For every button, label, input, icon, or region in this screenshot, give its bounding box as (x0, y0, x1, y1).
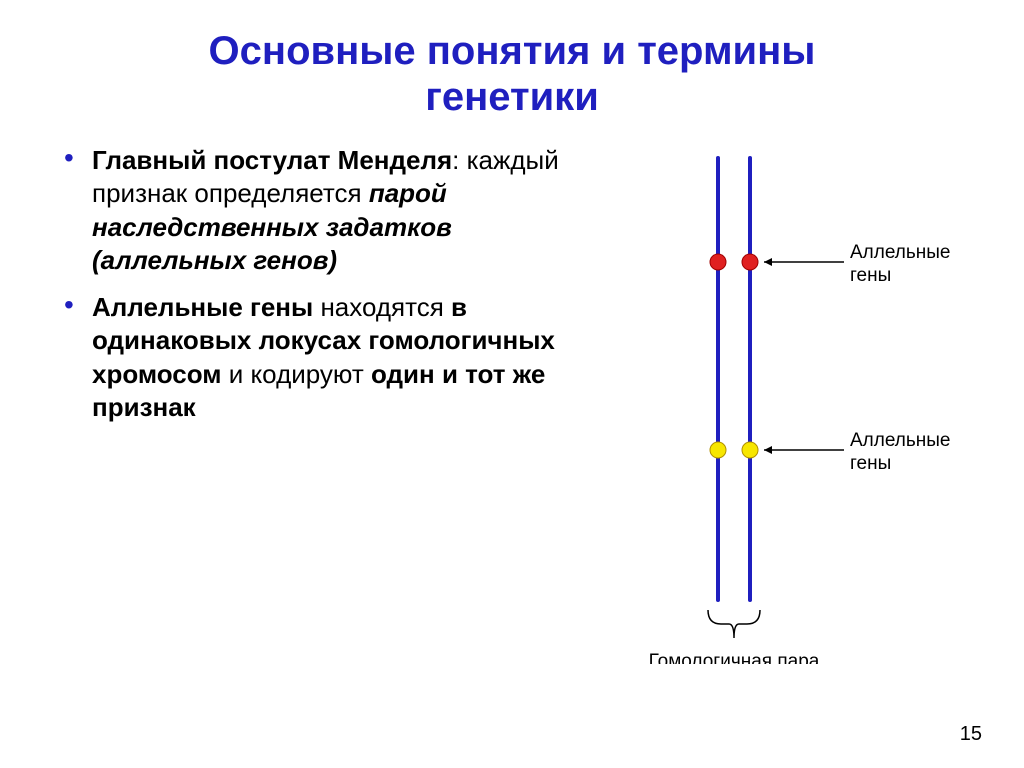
title-line2: генетики (425, 75, 599, 119)
svg-text:гены: гены (850, 453, 891, 474)
b2-p4: и кодируют (222, 359, 371, 389)
svg-text:Гомологичная пара: Гомологичная пара (649, 651, 820, 664)
content-area: Главный постулат Менделя: каждый признак… (0, 120, 1024, 664)
chromosome-diagram: АллельныегеныАллельныегеныГомологичная п… (608, 144, 968, 664)
page-number: 15 (960, 723, 982, 746)
slide-title: Основные понятия и термины генетики (0, 0, 1024, 120)
bullet-item-1: Главный постулат Менделя: каждый признак… (58, 144, 598, 277)
svg-text:Аллельные: Аллельные (850, 430, 950, 451)
b2-p1: Аллельные гены (92, 292, 313, 322)
b1-p1: Главный постулат Менделя (92, 145, 452, 175)
diagram-svg: АллельныегеныАллельныегеныГомологичная п… (608, 144, 968, 664)
title-line1: Основные понятия и термины (209, 29, 816, 73)
bullet-item-2: Аллельные гены находятся в одинаковых ло… (58, 291, 598, 424)
slide: Основные понятия и термины генетики Глав… (0, 0, 1024, 768)
b2-p2: находятся (313, 292, 451, 322)
svg-text:гены: гены (850, 265, 891, 286)
svg-text:Аллельные: Аллельные (850, 242, 950, 263)
bullet-list: Главный постулат Менделя: каждый признак… (58, 144, 598, 664)
